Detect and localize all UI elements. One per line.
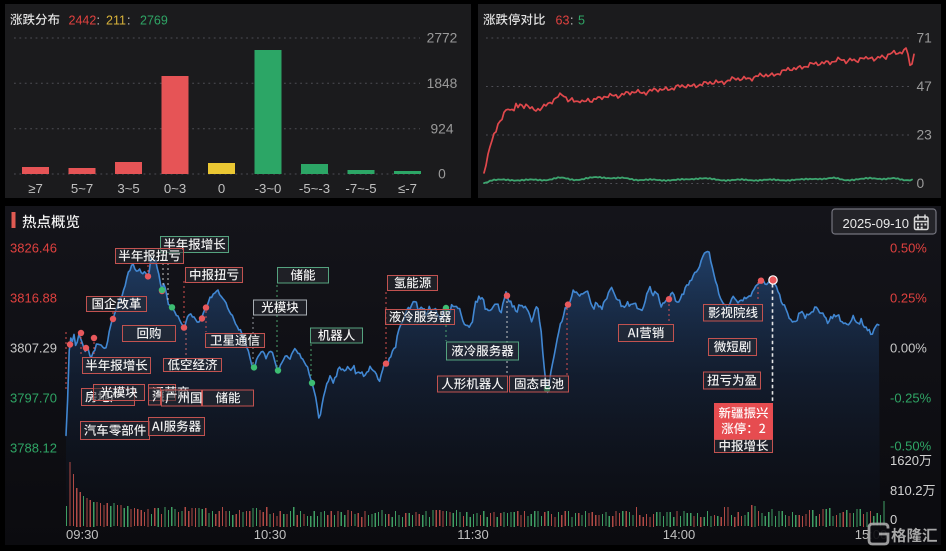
svg-text:71: 71 xyxy=(917,31,932,46)
svg-text:3826.46: 3826.46 xyxy=(10,240,57,255)
svg-text:5: 5 xyxy=(578,14,585,28)
svg-text:-0.50%: -0.50% xyxy=(890,438,932,453)
svg-text:0: 0 xyxy=(218,181,225,196)
svg-text::: : xyxy=(97,14,100,28)
svg-text:-5~-3: -5~-3 xyxy=(299,181,330,196)
svg-text:3816.88: 3816.88 xyxy=(10,290,57,305)
svg-text:0: 0 xyxy=(438,167,446,182)
svg-text:1848: 1848 xyxy=(427,76,458,91)
svg-text:10:30: 10:30 xyxy=(254,527,287,542)
svg-text:-0.25%: -0.25% xyxy=(890,390,932,405)
svg-text:2769: 2769 xyxy=(140,14,168,28)
svg-text:2772: 2772 xyxy=(427,31,458,46)
svg-text:5~7: 5~7 xyxy=(71,181,93,196)
svg-text:3797.70: 3797.70 xyxy=(10,390,57,405)
svg-text:0: 0 xyxy=(917,176,925,191)
svg-text::: : xyxy=(570,14,573,28)
svg-text:3807.29: 3807.29 xyxy=(10,340,57,355)
svg-text:0~3: 0~3 xyxy=(164,181,186,196)
svg-text:924: 924 xyxy=(430,121,453,136)
svg-text:3788.12: 3788.12 xyxy=(10,440,57,455)
svg-text:810.2: 810.2 xyxy=(890,483,923,498)
svg-text:2025-09-10: 2025-09-10 xyxy=(843,216,910,231)
svg-text:0.25%: 0.25% xyxy=(890,290,927,305)
svg-text:47: 47 xyxy=(917,79,932,94)
svg-text:211: 211 xyxy=(106,14,126,28)
svg-text:23: 23 xyxy=(917,128,933,143)
svg-text:14:00: 14:00 xyxy=(663,527,696,542)
svg-text:≥7: ≥7 xyxy=(28,181,43,196)
svg-text:-7~-5: -7~-5 xyxy=(345,181,376,196)
svg-text:0.00%: 0.00% xyxy=(890,340,927,355)
svg-text:63: 63 xyxy=(556,14,570,28)
svg-text:11:30: 11:30 xyxy=(457,527,489,542)
svg-text:3~5: 3~5 xyxy=(117,181,139,196)
svg-text:0: 0 xyxy=(890,512,897,527)
svg-text:≤-7: ≤-7 xyxy=(398,181,417,196)
svg-text:1620: 1620 xyxy=(890,453,919,468)
svg-text::: : xyxy=(127,14,130,28)
svg-text:-3~0: -3~0 xyxy=(255,181,282,196)
svg-text:09:30: 09:30 xyxy=(66,527,99,542)
svg-text:2442: 2442 xyxy=(69,14,97,28)
svg-text:0.50%: 0.50% xyxy=(890,240,927,255)
